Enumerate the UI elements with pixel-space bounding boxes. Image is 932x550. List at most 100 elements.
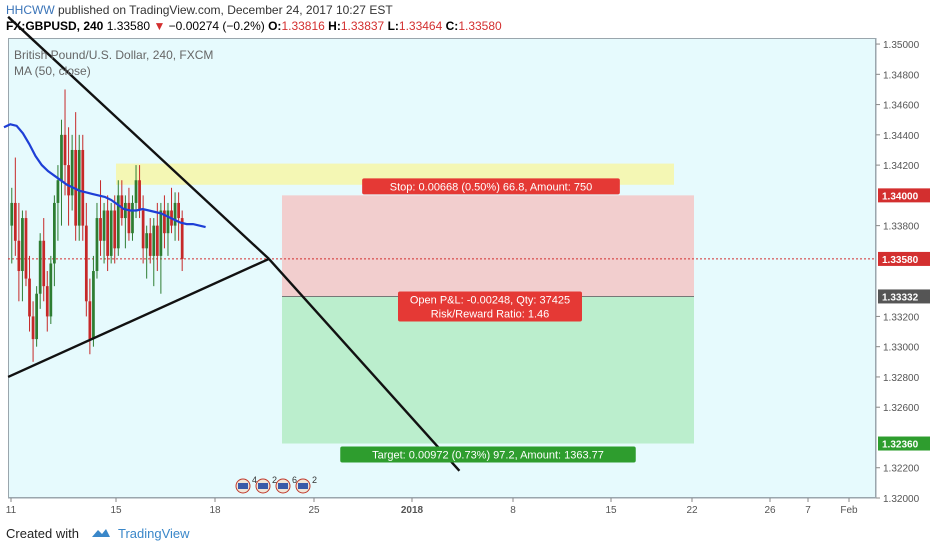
last-price: 1.33580 (106, 19, 151, 33)
candle-body (45, 286, 49, 317)
event-count: 4 (252, 475, 257, 485)
candle-body (138, 180, 141, 211)
stop-label: Stop: 0.00668 (0.50%) 66.8, Amount: 750 (390, 181, 592, 193)
price-tag-text: 1.32360 (882, 440, 919, 451)
indicator-legend[interactable]: MA (50, close) (14, 64, 91, 78)
price-tag-text: 1.33580 (882, 255, 919, 266)
candle-body (49, 263, 53, 317)
publish-info: published on TradingView.com, December 2… (58, 3, 393, 17)
candle-body (173, 202, 177, 226)
candle-body (67, 165, 70, 196)
x-tick-label: 26 (764, 505, 776, 516)
low-value: 1.33464 (398, 19, 443, 33)
x-tick-label: 2018 (401, 505, 424, 516)
high-value: 1.33837 (340, 19, 385, 33)
x-tick-label: 11 (6, 505, 17, 516)
candle-body (21, 218, 24, 272)
candle-body (159, 210, 163, 256)
ma-50-line (3, 123, 206, 229)
candle-body (38, 240, 42, 294)
candle-body (24, 218, 28, 279)
x-tick-label: 7 (805, 505, 811, 516)
trendline[interactable] (7, 257, 270, 379)
open-value: 1.33816 (281, 19, 325, 33)
candle-body (102, 210, 106, 241)
candle-body (113, 210, 117, 249)
candle-body (155, 225, 159, 256)
author-link[interactable]: HHCWW (6, 3, 55, 17)
low-label: L: (387, 19, 399, 33)
footer: Created with TradingView (6, 526, 190, 542)
candle-body (81, 149, 85, 226)
flag-stripe-icon (298, 483, 308, 489)
candle-body (95, 218, 99, 272)
price-tag-text: 1.34000 (882, 191, 919, 202)
y-tick-label: 1.33000 (883, 343, 920, 354)
change-arrow: ▼ (153, 19, 166, 33)
y-tick-label: 1.34600 (883, 101, 920, 112)
pnl-label-line: Open P&L: -0.00248, Qty: 37425 (410, 294, 570, 306)
change-value: −0.00274 (−0.2%) (168, 19, 265, 33)
candle-body (17, 240, 21, 272)
stop-label-box (362, 178, 620, 195)
tradingview-logo-icon (91, 527, 111, 542)
candle-body (166, 210, 170, 234)
pnl-label-group: Open P&L: -0.00248, Qty: 37425 Risk/Rewar… (398, 291, 582, 322)
event-count: 2 (272, 475, 277, 485)
candle-body (53, 202, 56, 264)
price-tag (878, 251, 930, 266)
y-tick-label: 1.35000 (883, 40, 920, 51)
flag-stripe-icon (238, 483, 248, 489)
x-tick-label: 15 (110, 505, 122, 516)
publish-line: HHCWW published on TradingView.com, Dece… (6, 3, 393, 17)
candle-body (70, 149, 74, 196)
y-tick-label: 1.32600 (883, 403, 920, 414)
candle-body (148, 233, 152, 256)
candle-body (28, 278, 31, 317)
candle-body (77, 149, 81, 226)
candle-body (145, 233, 149, 249)
tradingview-brand[interactable]: TradingView (118, 526, 190, 541)
y-tick-label: 1.34400 (883, 131, 920, 142)
symbol-label: FX:GBPUSD, 240 (6, 19, 104, 33)
candle-body (31, 316, 35, 340)
candle-body (106, 210, 109, 256)
price-tag (878, 289, 930, 304)
candle-body (35, 293, 38, 340)
candle-body (109, 210, 113, 256)
price-tag (878, 436, 930, 451)
y-tick-label: 1.34200 (883, 161, 920, 172)
candle-body (180, 218, 184, 259)
candle-body (127, 202, 131, 234)
stop-zone (282, 195, 694, 297)
candle-body (134, 180, 138, 203)
flag-stripe-icon (258, 483, 268, 489)
close-label: C: (445, 19, 459, 33)
trendline[interactable] (268, 258, 461, 472)
x-tick-label: 18 (209, 505, 221, 516)
stop-label-group: Stop: 0.00668 (0.50%) 66.8, Amount: 750 (362, 178, 620, 195)
candle-body (60, 134, 63, 181)
y-tick-label: 1.32800 (883, 373, 920, 384)
chart-legend-title: British Pound/U.S. Dollar, 240, FXCM (14, 48, 214, 62)
x-tick-label: 22 (686, 505, 698, 516)
quote-line: FX:GBPUSD, 240 1.33580 ▼ −0.00274 (−0.2%… (6, 19, 502, 33)
x-tick-label: 15 (605, 505, 617, 516)
close-value: 1.33580 (458, 19, 502, 33)
y-tick-label: 1.32200 (883, 464, 920, 475)
target-label: Target: 0.00972 (0.73%) 97.2, Amount: 13… (372, 450, 604, 462)
high-label: H: (328, 19, 341, 33)
candle-body (63, 134, 67, 166)
target-label-group: Target: 0.00972 (0.73%) 97.2, Amount: 13… (340, 446, 636, 463)
candle-body (152, 225, 156, 256)
y-tick-label: 1.33800 (883, 222, 920, 233)
candle-body (116, 195, 120, 249)
candle-body (10, 202, 14, 226)
flag-stripe-icon (278, 483, 288, 489)
x-tick-label: 25 (308, 505, 320, 516)
y-tick-label: 1.34800 (883, 70, 920, 81)
target-label-box (340, 446, 636, 463)
trendline[interactable] (7, 15, 270, 260)
created-with-label: Created with (6, 526, 79, 541)
